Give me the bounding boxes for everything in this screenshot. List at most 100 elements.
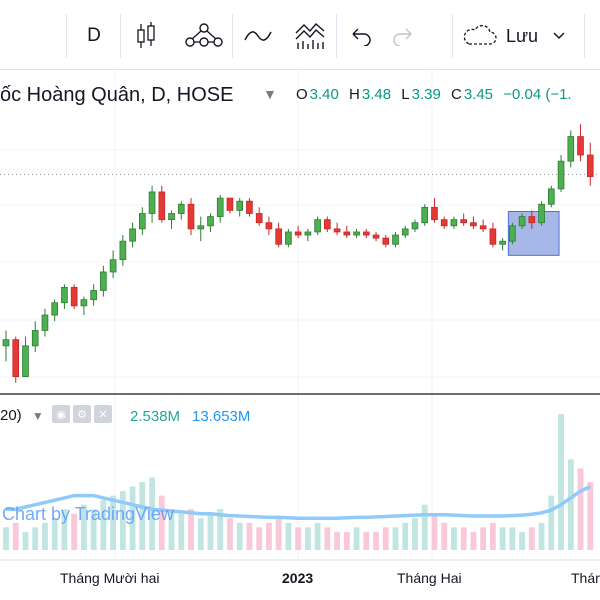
volume-legend[interactable]: 20) ▼: [0, 407, 44, 424]
candle-body: [100, 271, 107, 291]
candle-body: [470, 222, 477, 227]
low-label: L: [401, 86, 410, 103]
volume-bar: [412, 518, 418, 550]
candle-body: [129, 228, 136, 242]
candle-body: [586, 154, 594, 177]
save-layout-button[interactable]: Lưu: [460, 16, 578, 56]
candle-body: [324, 219, 331, 230]
volume-bar: [499, 527, 506, 550]
candle-body: [460, 219, 467, 224]
undo-icon: [352, 28, 371, 46]
volume-bar: [324, 527, 331, 550]
volume-bar: [149, 477, 155, 550]
volume-bar: [110, 495, 117, 550]
gear-icon[interactable]: ⚙: [73, 405, 91, 423]
symbol-legend-title[interactable]: ốc Hoàng Quân, D, HOSE: [0, 84, 234, 106]
undo-button[interactable]: [342, 16, 380, 56]
line-icon: [244, 31, 272, 41]
candle-style-icon: [137, 22, 155, 48]
candle-body: [197, 225, 205, 230]
interval-label: D: [87, 25, 101, 46]
volume-bar: [451, 527, 457, 550]
volume-bar: [275, 518, 282, 550]
candle-body: [255, 213, 263, 224]
candle-body: [265, 222, 273, 230]
chart-canvas[interactable]: [0, 70, 600, 600]
chart-area[interactable]: ốc Hoàng Quân, D, HOSE ▼ O 3.40 H 3.48 L 3.…: [0, 70, 600, 600]
candle-body: [22, 345, 29, 378]
volume-bar: [12, 522, 19, 550]
volume-bar: [42, 522, 48, 550]
legend-collapse-icon[interactable]: ▼: [263, 86, 277, 102]
toolbar-divider: [336, 14, 337, 58]
top-toolbar: D: [0, 0, 600, 70]
volume-bar: [51, 518, 58, 550]
volume-bar: [188, 509, 194, 550]
volume-bar: [100, 500, 107, 550]
tradingview-watermark[interactable]: Chart by TradingView: [2, 504, 174, 524]
toolbar-divider: [66, 14, 67, 58]
candle-body: [90, 290, 97, 301]
time-axis-label: Tháng Hai: [397, 570, 462, 586]
open-label: O: [296, 86, 308, 103]
candle-body: [12, 339, 20, 378]
volume-bar: [256, 527, 263, 550]
cloud-icon: [463, 24, 497, 45]
indicators-button[interactable]: [178, 16, 230, 56]
candle-body: [450, 219, 458, 227]
volume-bar: [32, 527, 39, 550]
toolbar-divider: [584, 14, 585, 58]
candle-body: [31, 330, 39, 347]
candle-body: [148, 191, 156, 214]
volume-bar: [470, 531, 477, 550]
candle-body: [577, 136, 584, 156]
candle-body: [139, 213, 146, 230]
volume-bar: [528, 527, 535, 550]
ohlc-values: O 3.40 H 3.48 L 3.39 C 3.45 −0.04 (−1.: [296, 86, 578, 103]
volume-bar: [61, 509, 68, 550]
candle-body: [216, 197, 224, 217]
volume-value: 2.538M: [130, 408, 181, 425]
candle-body: [567, 136, 575, 162]
volume-bar: [373, 531, 379, 550]
candle-body: [246, 200, 253, 214]
toolbar-divider: [452, 14, 453, 58]
candle-body: [61, 286, 68, 304]
volume-bar: [460, 527, 467, 550]
candle-body: [226, 197, 234, 211]
interval-button[interactable]: D: [74, 16, 114, 56]
candle-body: [362, 231, 370, 236]
candle-body: [382, 237, 390, 245]
close-icon[interactable]: ✕: [94, 405, 112, 423]
candle-body: [168, 213, 175, 221]
candle-body: [401, 228, 409, 236]
eye-icon[interactable]: ◉: [52, 405, 70, 423]
volume-bar: [3, 527, 9, 550]
volume-legend-actions: ◉ ⚙ ✕: [52, 405, 112, 423]
candle-body: [353, 231, 360, 236]
candle-body: [538, 203, 545, 224]
volume-bar: [246, 522, 253, 550]
candle-body: [80, 299, 88, 307]
candle-body: [509, 225, 516, 242]
candle-body: [294, 231, 302, 236]
volume-bar: [295, 527, 302, 550]
volume-ma-value: 13.653M: [192, 408, 251, 425]
volume-bar: [314, 522, 321, 550]
candle-body: [518, 216, 526, 227]
candle-body: [304, 231, 312, 236]
candle-body: [479, 225, 487, 230]
volume-bar: [382, 527, 389, 550]
volume-bar: [158, 495, 165, 550]
volume-bar: [217, 509, 224, 550]
volume-bar: [431, 513, 438, 550]
compare-button[interactable]: [290, 16, 330, 56]
close-label: C: [450, 86, 462, 103]
volume-legend-caret[interactable]: ▼: [31, 409, 44, 423]
candle-body: [2, 339, 10, 347]
redo-button[interactable]: [384, 16, 422, 56]
chart-style-button[interactable]: [126, 16, 166, 56]
line-tool-button[interactable]: [238, 16, 278, 56]
volume-bar: [265, 522, 272, 550]
volume-bar: [71, 513, 78, 550]
